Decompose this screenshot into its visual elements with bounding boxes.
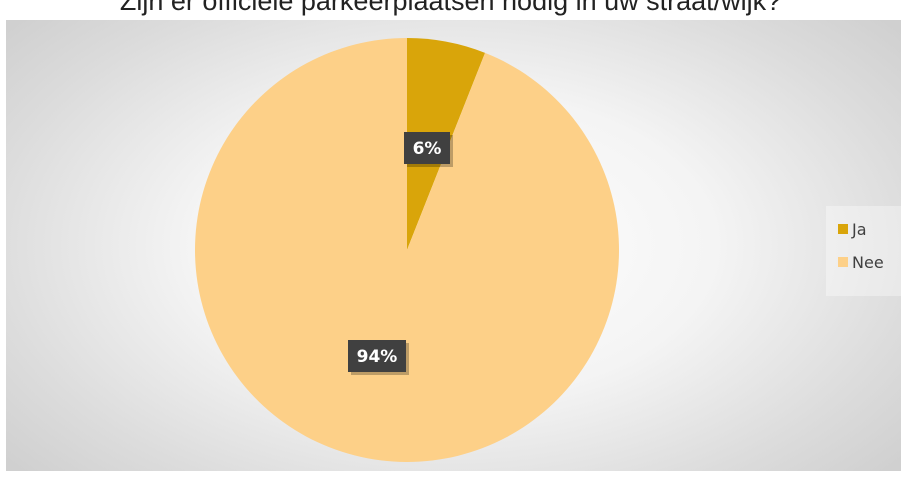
legend-label-nee: Nee xyxy=(852,252,884,272)
pie-slice-nee xyxy=(195,38,620,462)
legend-label-ja: Ja xyxy=(852,219,867,239)
data-label-ja: 6% xyxy=(404,132,453,167)
legend-swatch-ja xyxy=(838,224,848,234)
data-label-nee: 94% xyxy=(348,340,409,375)
legend-item-nee: Nee xyxy=(838,252,884,272)
data-label-box xyxy=(404,132,450,164)
data-label-text: 94% xyxy=(357,347,398,367)
pie-chart: 6% 94% xyxy=(195,38,620,462)
chart-title: Zijn er officiële parkeerplaatsen nodig … xyxy=(119,0,782,16)
data-label-box xyxy=(348,340,406,372)
legend-swatch-nee xyxy=(838,257,848,267)
legend-item-ja: Ja xyxy=(838,219,867,239)
chart-legend: Ja Nee xyxy=(826,206,901,296)
data-label-text: 6% xyxy=(413,139,442,159)
chart-plot-area: 6% 94% xyxy=(6,20,901,471)
